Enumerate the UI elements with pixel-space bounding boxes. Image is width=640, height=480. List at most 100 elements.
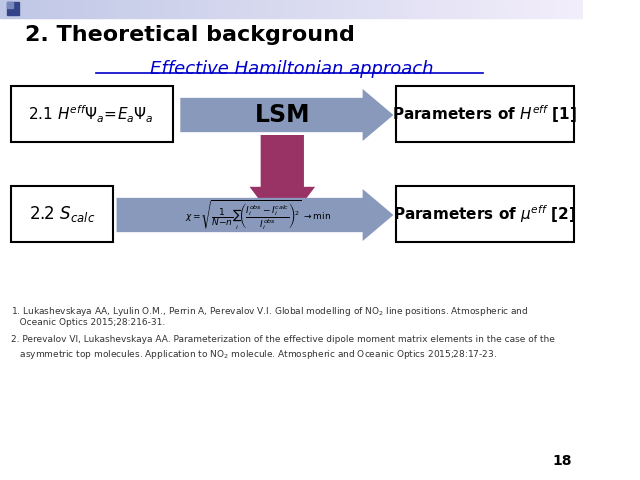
Polygon shape: [180, 89, 394, 141]
Text: 2. Theoretical background: 2. Theoretical background: [26, 25, 355, 45]
Bar: [321, 0, 326, 18]
Text: Oceanic Optics 2015;28:216-31.: Oceanic Optics 2015;28:216-31.: [11, 318, 165, 327]
Bar: [218, 0, 225, 18]
Text: LSM: LSM: [255, 103, 310, 127]
Bar: [345, 0, 351, 18]
Bar: [131, 0, 137, 18]
Bar: [180, 0, 186, 18]
Bar: [311, 0, 317, 18]
Bar: [160, 0, 166, 18]
Bar: [77, 0, 83, 18]
Bar: [456, 0, 462, 18]
Bar: [384, 0, 390, 18]
Bar: [24, 0, 30, 18]
Text: 1. Lukashevskaya AA, Lyulin O.M., Perrin A, Perevalov V.I. Global modelling of N: 1. Lukashevskaya AA, Lyulin O.M., Perrin…: [11, 305, 529, 318]
Bar: [505, 0, 511, 18]
Bar: [39, 0, 45, 18]
Bar: [544, 0, 550, 18]
Bar: [272, 0, 278, 18]
Text: asymmetric top molecules. Application to NO$_2$ molecule. Atmospheric and Oceani: asymmetric top molecules. Application to…: [11, 348, 497, 361]
Bar: [461, 0, 467, 18]
Bar: [325, 0, 331, 18]
Bar: [88, 0, 93, 18]
Bar: [428, 0, 433, 18]
Bar: [418, 0, 424, 18]
Bar: [165, 0, 171, 18]
Bar: [500, 0, 506, 18]
Bar: [481, 0, 486, 18]
Bar: [476, 0, 482, 18]
Bar: [141, 0, 147, 18]
Bar: [238, 0, 244, 18]
Bar: [408, 0, 413, 18]
Bar: [199, 0, 205, 18]
Bar: [486, 0, 492, 18]
Bar: [471, 0, 477, 18]
Bar: [122, 0, 127, 18]
Bar: [447, 0, 452, 18]
Bar: [97, 0, 103, 18]
Bar: [432, 0, 438, 18]
Bar: [7, 2, 19, 15]
Bar: [467, 0, 472, 18]
Bar: [568, 0, 574, 18]
Bar: [388, 0, 394, 18]
Bar: [19, 0, 25, 18]
Bar: [189, 0, 195, 18]
Bar: [0, 0, 6, 18]
Bar: [563, 0, 569, 18]
Bar: [44, 0, 49, 18]
FancyBboxPatch shape: [396, 86, 573, 142]
Bar: [330, 0, 336, 18]
Bar: [374, 0, 380, 18]
Bar: [53, 0, 59, 18]
Bar: [578, 0, 584, 18]
Bar: [170, 0, 176, 18]
Bar: [296, 0, 302, 18]
Bar: [49, 0, 54, 18]
Bar: [102, 0, 108, 18]
Bar: [515, 0, 520, 18]
Text: $\chi=\!\sqrt{\dfrac{1}{N\!-\!n}\sum_i\!\left(\dfrac{I_i^{obs}-I_i^{calc}}{I_i^{: $\chi=\!\sqrt{\dfrac{1}{N\!-\!n}\sum_i\!…: [184, 198, 331, 232]
Bar: [63, 0, 69, 18]
Bar: [73, 0, 79, 18]
Bar: [495, 0, 501, 18]
Bar: [335, 0, 341, 18]
Bar: [379, 0, 385, 18]
Bar: [490, 0, 496, 18]
Bar: [349, 0, 355, 18]
Bar: [364, 0, 370, 18]
Bar: [34, 0, 40, 18]
Bar: [58, 0, 64, 18]
Bar: [146, 0, 152, 18]
Bar: [223, 0, 229, 18]
Bar: [520, 0, 525, 18]
Bar: [204, 0, 210, 18]
Bar: [68, 0, 74, 18]
Bar: [525, 0, 531, 18]
Bar: [7, 2, 13, 8]
Bar: [573, 0, 579, 18]
Bar: [184, 0, 190, 18]
Bar: [257, 0, 263, 18]
Bar: [175, 0, 180, 18]
Bar: [403, 0, 409, 18]
Bar: [369, 0, 375, 18]
Bar: [126, 0, 132, 18]
Bar: [422, 0, 428, 18]
Bar: [195, 0, 200, 18]
Bar: [116, 0, 122, 18]
Bar: [282, 0, 287, 18]
Bar: [10, 0, 15, 18]
Text: Parameters of $\mathit{\mu}^{eff}$ [2]: Parameters of $\mathit{\mu}^{eff}$ [2]: [393, 203, 576, 225]
Bar: [534, 0, 540, 18]
Bar: [452, 0, 458, 18]
FancyBboxPatch shape: [396, 186, 573, 242]
Bar: [136, 0, 142, 18]
Text: 2. Perevalov VI, Lukashevskaya AA. Parameterization of the effective dipole mome: 2. Perevalov VI, Lukashevskaya AA. Param…: [11, 335, 555, 344]
Bar: [529, 0, 535, 18]
Bar: [340, 0, 346, 18]
Bar: [554, 0, 559, 18]
Bar: [92, 0, 98, 18]
Polygon shape: [116, 189, 394, 241]
